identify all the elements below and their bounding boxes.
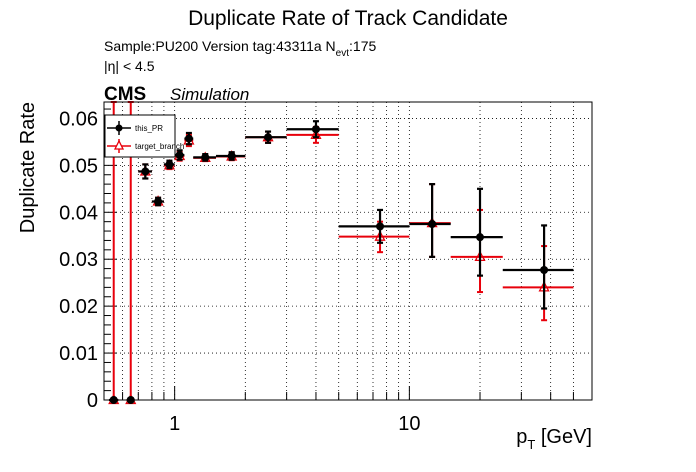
data-point: [502, 245, 574, 322]
x-tick-labels: 1 10: [169, 413, 420, 435]
marker-circle: [227, 151, 236, 160]
marker-triangle: [310, 128, 322, 140]
data-point: [163, 159, 175, 170]
series-this-PR: [108, 120, 574, 404]
marker-circle: [311, 125, 320, 134]
data-point: [138, 163, 152, 180]
y-tick-label: 0.03: [59, 249, 98, 271]
data-point: [184, 131, 194, 146]
y-axis-label: Duplicate Rate: [17, 102, 39, 233]
y-tick-label: 0.06: [59, 108, 98, 130]
plot-frame: [103, 101, 593, 401]
data-point: [286, 120, 339, 139]
x-tick-label: 10: [398, 413, 420, 435]
data-point: [174, 149, 185, 161]
y-tick-labels: 0 0.01 0.02 0.03 0.04 0.05 0.06: [59, 108, 98, 412]
y-tick-label: 0.04: [59, 202, 98, 224]
marker-circle: [165, 160, 174, 169]
legend-marker-target-branch: [113, 139, 125, 150]
marker-circle: [428, 220, 437, 229]
eta-cut-label: |η| < 4.5: [104, 58, 155, 74]
marker-circle: [476, 233, 485, 242]
cms-label: CMS: [104, 84, 146, 105]
legend-label-this-pr: this_PR: [135, 124, 163, 133]
marker-circle: [154, 197, 163, 206]
data-point: [245, 130, 287, 144]
sample-info-suffix: :175: [349, 38, 376, 54]
marker-circle: [201, 153, 210, 162]
legend-label-target-branch: target_branch: [135, 142, 184, 151]
data-point: [151, 196, 164, 207]
sample-info: Sample:PU200 Version tag:43311a Nevt:175: [104, 38, 376, 59]
y-tick-label: 0.05: [59, 155, 98, 177]
marker-circle: [184, 134, 193, 143]
y-tick-label: 0: [87, 390, 98, 412]
simulation-label: Simulation: [170, 85, 249, 104]
data-point: [193, 152, 216, 162]
x-axis-label-main: p: [516, 426, 527, 448]
x-tick-label: 1: [169, 413, 180, 435]
data-point: [409, 183, 451, 258]
data-point: [215, 151, 246, 161]
sample-info-sub: evt: [336, 48, 350, 59]
y-tick-label: 0.01: [59, 343, 98, 365]
marker-circle: [175, 151, 184, 160]
x-axis-label-unit: [GeV]: [535, 426, 592, 448]
marker-circle: [264, 133, 273, 142]
data-point: [338, 208, 410, 244]
marker-circle: [540, 266, 549, 275]
data-series: [108, 101, 574, 405]
y-tick-label: 0.02: [59, 296, 98, 318]
data-point: [502, 224, 574, 310]
grid: [104, 102, 592, 400]
legend-marker-this-pr: [115, 124, 123, 132]
chart-title: Duplicate Rate of Track Candidate: [188, 7, 508, 30]
legend: this_PR target_branch: [104, 114, 184, 158]
data-point: [450, 187, 503, 277]
marker-circle: [141, 167, 150, 176]
x-axis-label: pT [GeV]: [516, 426, 592, 452]
sample-info-prefix: Sample:PU200 Version tag:43311a N: [104, 38, 336, 54]
legend-box: [104, 114, 176, 158]
data-point: [450, 208, 503, 294]
x-axis-label-sub: T: [527, 437, 535, 452]
marker-circle: [376, 222, 385, 231]
data-point: [409, 183, 451, 258]
